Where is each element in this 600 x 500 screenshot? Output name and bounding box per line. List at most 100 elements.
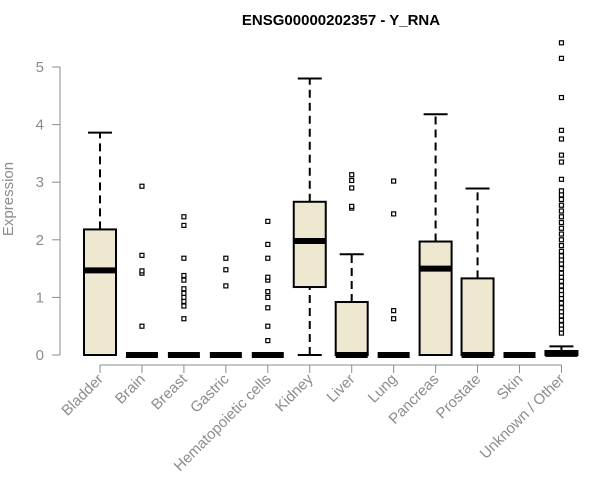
outlier-point — [223, 267, 229, 273]
outlier-point — [181, 286, 187, 292]
box-group — [251, 218, 284, 358]
outlier-point — [181, 222, 187, 228]
outlier-point — [558, 330, 565, 336]
box-series — [83, 40, 579, 358]
outlier-point — [349, 203, 355, 209]
x-tick-label: Breast — [148, 370, 191, 413]
outlier-point — [558, 261, 565, 267]
x-tick-label: Liver — [324, 371, 359, 406]
outlier-point — [265, 294, 271, 300]
box-group — [377, 178, 410, 358]
outlier-point — [181, 290, 187, 296]
outlier-point — [558, 214, 565, 220]
outlier-point — [349, 185, 355, 191]
outlier-point — [558, 257, 565, 263]
outlier-point — [181, 316, 187, 322]
box-group — [83, 131, 117, 357]
y-tick-label: 5 — [36, 59, 44, 76]
y-axis: 0 1 2 3 4 5 — [36, 59, 61, 364]
outlier-point — [349, 177, 355, 184]
outlier-point — [558, 136, 565, 142]
outlier-point — [558, 219, 565, 226]
box-body — [418, 240, 453, 356]
outlier-point — [558, 225, 565, 231]
outlier-point — [558, 295, 565, 302]
outlier-point — [265, 218, 271, 224]
outlier-point — [558, 313, 565, 319]
outlier-point — [265, 289, 271, 295]
outlier-point — [391, 308, 397, 314]
y-axis-label: Expression — [0, 162, 17, 236]
x-tick-label: Prostate — [433, 371, 485, 423]
outlier-point — [558, 270, 565, 276]
outlier-point — [558, 208, 565, 214]
outlier-point — [558, 196, 565, 203]
outlier-point — [558, 326, 565, 332]
outlier-point — [558, 317, 565, 324]
x-tick-label: Skin — [494, 371, 527, 404]
outlier-point — [558, 300, 565, 306]
outlier-point — [391, 211, 397, 217]
box-group — [292, 77, 327, 356]
outlier-point — [558, 274, 565, 280]
outlier-point — [139, 183, 145, 189]
chart-title: ENSG00000202357 - Y_RNA — [242, 12, 440, 29]
outlier-point — [181, 255, 187, 261]
y-tick-label: 3 — [36, 174, 44, 191]
outlier-point — [558, 291, 565, 298]
outlier-point — [558, 287, 565, 294]
outlier-point — [265, 241, 271, 248]
outlier-point — [558, 253, 565, 259]
y-tick-label: 2 — [36, 232, 44, 249]
y-tick-label: 1 — [36, 289, 44, 306]
outlier-point — [558, 266, 565, 272]
outlier-point — [265, 338, 271, 344]
box-body — [460, 277, 495, 356]
box-group — [460, 187, 495, 358]
outlier-point — [265, 305, 271, 311]
box-group — [544, 40, 579, 357]
outlier-point — [391, 178, 397, 184]
outlier-point — [558, 94, 565, 101]
outlier-point — [558, 248, 565, 254]
box-group — [334, 172, 369, 358]
outlier-point — [558, 309, 565, 315]
outlier-point — [391, 316, 397, 322]
outlier-point — [558, 159, 565, 165]
outlier-point — [558, 231, 565, 237]
outlier-point — [558, 237, 565, 243]
outlier-point — [558, 283, 565, 289]
y-tick-label: 4 — [36, 117, 44, 134]
outlier-point — [349, 172, 355, 178]
outlier-point — [558, 305, 565, 311]
box-group — [418, 113, 453, 356]
outlier-point — [558, 242, 565, 249]
outlier-point — [181, 272, 187, 279]
box-body — [292, 200, 327, 289]
outlier-point — [558, 40, 565, 46]
box-group — [209, 255, 242, 358]
outlier-point — [181, 277, 187, 283]
outlier-point — [558, 152, 565, 158]
outlier-point — [558, 127, 565, 133]
box-body — [83, 228, 117, 357]
outlier-point — [139, 323, 145, 329]
outlier-point — [265, 323, 271, 329]
outlier-point — [181, 294, 187, 300]
outlier-point — [558, 322, 565, 328]
outlier-point — [558, 188, 565, 194]
outlier-point — [223, 255, 229, 261]
x-tick-label: Lung — [365, 371, 401, 407]
x-tick-label: Kidney — [272, 370, 317, 415]
x-tick-label: Brain — [112, 371, 149, 408]
outlier-point — [265, 255, 271, 261]
outlier-point — [181, 214, 187, 220]
outlier-point — [558, 278, 565, 284]
outlier-point — [181, 303, 187, 309]
outlier-point — [265, 274, 271, 280]
box-group — [167, 214, 200, 358]
x-tick-label: Bladder — [58, 371, 107, 420]
